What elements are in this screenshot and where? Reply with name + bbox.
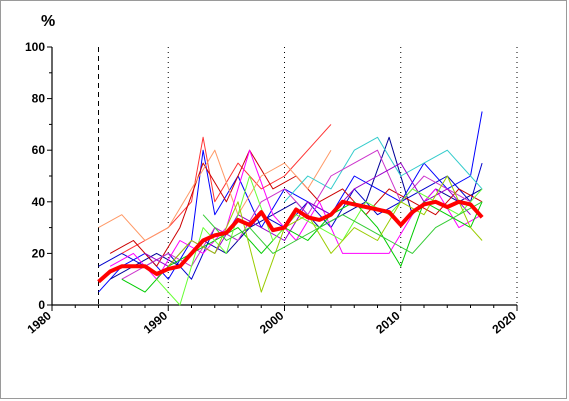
series-line <box>284 136 483 203</box>
y-tick-label: 60 <box>32 143 46 157</box>
x-tick-label: 1980 <box>24 308 54 336</box>
series-line <box>98 149 332 241</box>
x-tick-label: 2020 <box>489 308 519 336</box>
x-tick-label: 1990 <box>141 308 171 336</box>
series-line <box>202 201 483 254</box>
series-group <box>97 111 484 306</box>
y-tick-label: 40 <box>32 195 46 209</box>
series-line <box>121 201 483 293</box>
x-tick-label: 2000 <box>257 308 287 336</box>
y-tick-label: 80 <box>32 92 46 106</box>
series-line-bold <box>97 199 484 284</box>
vertical-markers <box>98 47 518 305</box>
x-tick-label: 2010 <box>373 308 403 336</box>
y-tick-label: 100 <box>25 40 45 54</box>
y-axis-unit-label: % <box>41 13 55 30</box>
x-axis: 1980 1990 2000 2010 2020 <box>24 304 519 336</box>
y-tick-label: 0 <box>38 298 45 312</box>
y-tick-label: 20 <box>32 246 46 260</box>
y-axis: 0 20 40 60 80 100 <box>25 40 53 312</box>
